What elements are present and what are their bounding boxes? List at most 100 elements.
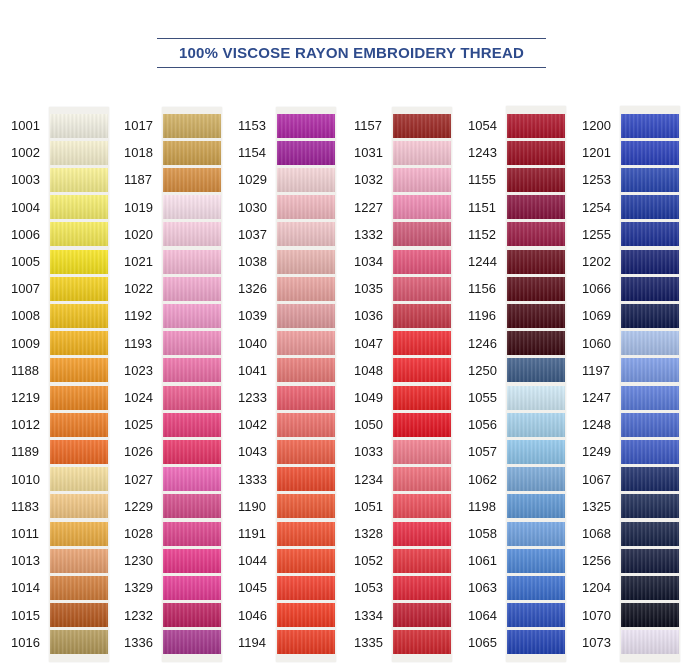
- thread-code: 1003: [11, 172, 40, 188]
- thread-swatch: [393, 140, 451, 165]
- thread-code: 1016: [11, 634, 40, 650]
- thread-code: 1058: [468, 526, 497, 541]
- thread-swatch: [163, 439, 221, 464]
- thread-code: 1026: [124, 444, 153, 460]
- thread-swatch: [393, 249, 451, 274]
- thread-code: 1069: [582, 308, 611, 324]
- thread-swatch: [163, 249, 221, 274]
- thread-swatch: [163, 548, 221, 573]
- thread-swatch: [277, 358, 335, 383]
- thread-swatch: [163, 195, 221, 220]
- thread-code: 1032: [354, 172, 383, 188]
- thread-code: 1204: [582, 580, 611, 596]
- thread-swatch: [163, 303, 221, 328]
- thread-code: 1010: [11, 471, 40, 487]
- thread-swatch: [507, 167, 565, 192]
- thread-swatch: [393, 439, 451, 464]
- thread-swatch: [393, 303, 451, 328]
- page-title: 100% VISCOSE RAYON EMBROIDERY THREAD: [178, 44, 525, 62]
- thread-swatch: [507, 249, 565, 274]
- thread-swatch: [507, 412, 565, 437]
- thread-code: 1196: [468, 308, 496, 324]
- thread-code: 1325: [582, 498, 611, 514]
- thread-code: 1062: [468, 471, 497, 487]
- thread-swatch: [507, 358, 565, 383]
- thread-swatch: [393, 630, 451, 655]
- thread-swatch: [50, 222, 108, 247]
- thread-swatch: [50, 603, 108, 628]
- thread-swatch: [50, 521, 108, 546]
- thread-swatch: [507, 630, 565, 655]
- thread-swatch: [277, 575, 335, 600]
- thread-code: 1041: [238, 362, 267, 378]
- thread-code: 1031: [354, 145, 383, 161]
- thread-code: 1248: [582, 417, 611, 433]
- thread-code: 1070: [582, 607, 611, 623]
- thread-swatch: [163, 385, 221, 410]
- thread-swatch: [621, 575, 679, 600]
- thread-code: 1193: [124, 335, 152, 351]
- thread-swatch: [277, 548, 335, 573]
- thread-swatch: [277, 603, 335, 628]
- thread-code: 1044: [238, 553, 267, 569]
- thread-code: 1198: [468, 498, 496, 514]
- thread-code: 1002: [11, 145, 40, 161]
- thread-swatch: [277, 412, 335, 437]
- thread-code: 1023: [124, 362, 153, 378]
- thread-swatch: [507, 195, 565, 220]
- thread-code: 1233: [238, 390, 267, 405]
- thread-swatch: [621, 521, 679, 546]
- thread-swatch: [621, 630, 679, 655]
- thread-code: 1012: [11, 417, 40, 433]
- thread-swatch: [393, 222, 451, 247]
- thread-code: 1017: [124, 118, 153, 133]
- thread-code: 1246: [468, 335, 497, 351]
- thread-swatch: [507, 113, 565, 138]
- thread-swatch: [50, 412, 108, 437]
- thread-code: 1253: [582, 172, 611, 188]
- thread-code: 1042: [238, 417, 267, 433]
- thread-code: 1064: [468, 607, 497, 623]
- thread-code: 1189: [11, 444, 39, 460]
- thread-swatch: [163, 630, 221, 655]
- thread-code: 1066: [582, 281, 611, 297]
- thread-swatch: [507, 385, 565, 410]
- thread-code: 1055: [468, 390, 497, 405]
- thread-code: 1328: [354, 526, 383, 541]
- thread-swatch: [621, 439, 679, 464]
- thread-swatch: [50, 575, 108, 600]
- thread-code: 1155: [468, 172, 496, 188]
- thread-code: 1229: [124, 498, 153, 514]
- thread-swatch: [507, 140, 565, 165]
- thread-code: 1152: [468, 226, 496, 242]
- thread-code: 1038: [238, 254, 267, 269]
- thread-swatch: [50, 303, 108, 328]
- thread-swatch: [621, 603, 679, 628]
- thread-code: 1053: [354, 580, 383, 596]
- thread-swatch: [277, 630, 335, 655]
- thread-swatch: [163, 222, 221, 247]
- thread-swatch: [163, 331, 221, 356]
- thread-swatch: [163, 140, 221, 165]
- thread-code: 1001: [11, 118, 40, 133]
- thread-swatch: [50, 439, 108, 464]
- thread-code: 1191: [238, 526, 266, 541]
- page-title-frame: 100% VISCOSE RAYON EMBROIDERY THREAD: [157, 38, 546, 68]
- thread-swatch: [277, 167, 335, 192]
- thread-swatch: [507, 276, 565, 301]
- thread-code: 1039: [238, 308, 267, 324]
- thread-swatch: [621, 140, 679, 165]
- thread-swatch: [621, 249, 679, 274]
- thread-code: 1005: [11, 254, 40, 269]
- thread-swatch: [50, 167, 108, 192]
- thread-swatch: [507, 467, 565, 492]
- thread-swatch: [50, 385, 108, 410]
- thread-swatch: [50, 358, 108, 383]
- thread-swatch: [50, 467, 108, 492]
- thread-swatch: [277, 467, 335, 492]
- thread-code: 1022: [124, 281, 153, 297]
- thread-swatch: [50, 195, 108, 220]
- thread-swatch: [50, 113, 108, 138]
- thread-code: 1192: [124, 308, 152, 324]
- thread-code: 1183: [11, 498, 39, 514]
